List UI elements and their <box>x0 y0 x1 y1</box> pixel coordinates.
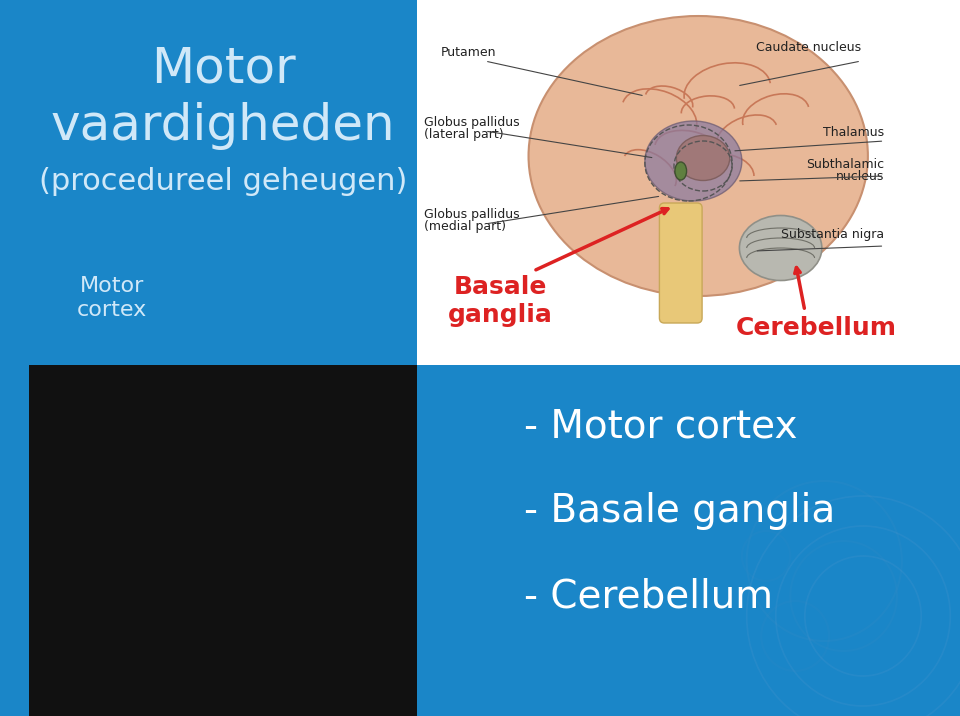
FancyBboxPatch shape <box>29 0 418 365</box>
Text: Globus pallidus: Globus pallidus <box>423 116 519 129</box>
Text: vaardigheden: vaardigheden <box>51 102 396 150</box>
FancyBboxPatch shape <box>660 203 702 323</box>
FancyBboxPatch shape <box>29 365 418 716</box>
Text: (medial part): (medial part) <box>423 220 506 233</box>
Text: Subthalamic: Subthalamic <box>806 158 884 171</box>
Text: Basale
ganglia: Basale ganglia <box>448 275 553 327</box>
Text: Putamen: Putamen <box>441 46 495 59</box>
Text: Globus pallidus: Globus pallidus <box>423 208 519 221</box>
Text: Motor: Motor <box>151 44 296 92</box>
Text: nucleus: nucleus <box>836 170 884 183</box>
Text: Cerebellum: Cerebellum <box>736 316 897 340</box>
Text: (procedureel geheugen): (procedureel geheugen) <box>39 167 407 195</box>
Text: - Motor cortex: - Motor cortex <box>524 407 797 445</box>
Ellipse shape <box>529 16 868 296</box>
Text: Substantia nigra: Substantia nigra <box>781 228 884 241</box>
Text: (lateral part): (lateral part) <box>423 128 503 141</box>
Text: Motor
cortex: Motor cortex <box>77 276 147 319</box>
Ellipse shape <box>645 121 742 201</box>
Text: - Cerebellum: - Cerebellum <box>524 577 773 615</box>
Text: Caudate nucleus: Caudate nucleus <box>756 41 861 54</box>
Ellipse shape <box>677 135 730 180</box>
Text: - Basale ganglia: - Basale ganglia <box>524 492 835 530</box>
FancyBboxPatch shape <box>418 0 960 365</box>
Text: Thalamus: Thalamus <box>824 126 884 139</box>
Ellipse shape <box>739 216 822 281</box>
Ellipse shape <box>675 162 686 180</box>
FancyBboxPatch shape <box>418 365 960 716</box>
